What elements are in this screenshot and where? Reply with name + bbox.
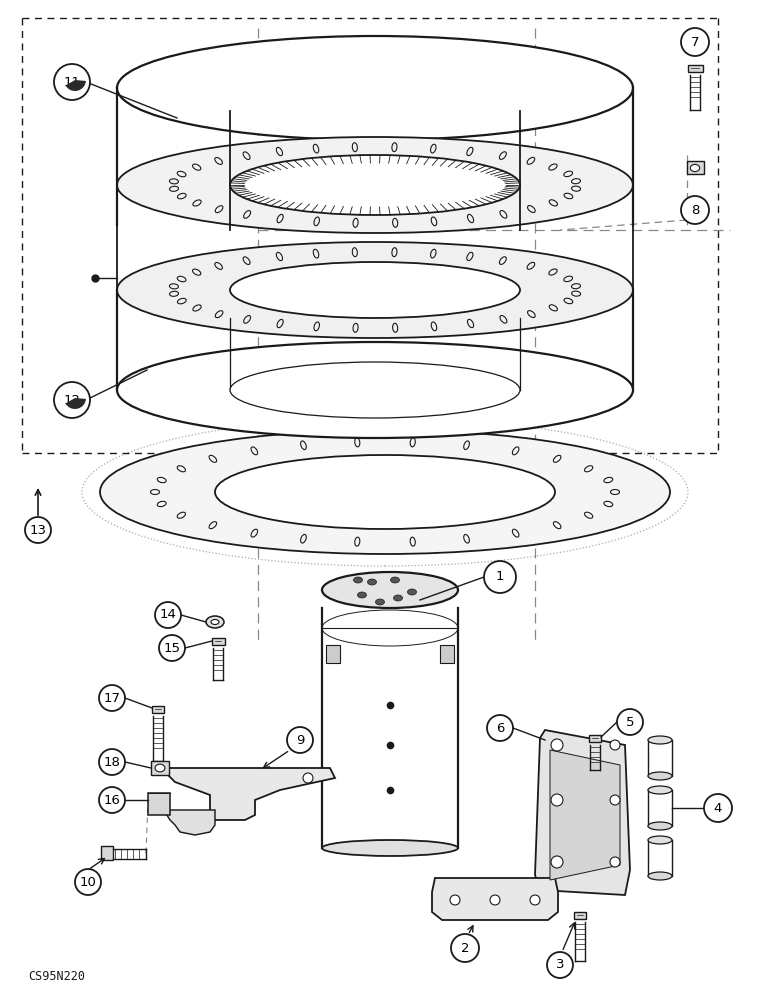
Circle shape: [75, 869, 101, 895]
Circle shape: [303, 773, 313, 783]
Ellipse shape: [155, 764, 165, 772]
Polygon shape: [550, 750, 620, 880]
Polygon shape: [165, 768, 335, 820]
Ellipse shape: [648, 872, 672, 880]
Circle shape: [155, 602, 181, 628]
Ellipse shape: [230, 155, 520, 215]
Text: 4: 4: [714, 802, 722, 814]
Text: 13: 13: [29, 524, 46, 536]
Circle shape: [551, 794, 563, 806]
FancyBboxPatch shape: [148, 793, 170, 815]
Text: 5: 5: [626, 716, 635, 728]
Circle shape: [99, 749, 125, 775]
Polygon shape: [535, 730, 630, 895]
Ellipse shape: [215, 455, 555, 529]
Ellipse shape: [648, 822, 672, 830]
Ellipse shape: [211, 619, 219, 624]
Circle shape: [551, 856, 563, 868]
Text: 15: 15: [164, 642, 181, 654]
FancyBboxPatch shape: [688, 65, 703, 72]
Text: CS95N220: CS95N220: [28, 970, 85, 982]
Bar: [440, 645, 454, 663]
Text: 14: 14: [160, 608, 177, 621]
Circle shape: [610, 740, 620, 750]
FancyBboxPatch shape: [589, 735, 601, 742]
Circle shape: [490, 895, 500, 905]
Text: 2: 2: [461, 942, 469, 954]
Ellipse shape: [100, 430, 670, 554]
Circle shape: [25, 517, 51, 543]
Ellipse shape: [394, 595, 402, 601]
Ellipse shape: [117, 242, 633, 338]
Text: 16: 16: [103, 794, 120, 806]
Circle shape: [99, 685, 125, 711]
Ellipse shape: [357, 592, 367, 598]
Circle shape: [54, 64, 90, 100]
Text: 17: 17: [103, 692, 120, 704]
Polygon shape: [165, 810, 215, 835]
Bar: [326, 645, 340, 663]
Circle shape: [99, 787, 125, 813]
Ellipse shape: [117, 342, 633, 438]
Circle shape: [551, 739, 563, 751]
Ellipse shape: [648, 786, 672, 794]
FancyBboxPatch shape: [151, 761, 169, 775]
Text: 6: 6: [496, 722, 504, 734]
Text: 9: 9: [296, 734, 304, 746]
Circle shape: [159, 635, 185, 661]
Circle shape: [704, 794, 732, 822]
FancyBboxPatch shape: [687, 161, 704, 174]
FancyBboxPatch shape: [212, 638, 225, 645]
Circle shape: [617, 709, 643, 735]
FancyBboxPatch shape: [574, 912, 586, 919]
Circle shape: [451, 934, 479, 962]
Ellipse shape: [117, 137, 633, 233]
Ellipse shape: [690, 164, 699, 172]
Wedge shape: [66, 398, 86, 409]
Text: 7: 7: [691, 35, 699, 48]
Circle shape: [54, 382, 90, 418]
FancyBboxPatch shape: [101, 846, 113, 860]
Ellipse shape: [230, 362, 520, 418]
Circle shape: [547, 952, 573, 978]
Text: 1: 1: [496, 570, 504, 584]
Ellipse shape: [322, 572, 458, 608]
Circle shape: [610, 857, 620, 867]
Text: 11: 11: [63, 76, 80, 89]
Circle shape: [530, 895, 540, 905]
Wedge shape: [66, 80, 86, 91]
Text: 3: 3: [556, 958, 564, 972]
Ellipse shape: [391, 577, 399, 583]
Ellipse shape: [367, 579, 377, 585]
Circle shape: [610, 795, 620, 805]
Ellipse shape: [322, 840, 458, 856]
Circle shape: [487, 715, 513, 741]
Text: 8: 8: [691, 204, 699, 217]
FancyBboxPatch shape: [152, 706, 164, 713]
Ellipse shape: [117, 36, 633, 140]
Ellipse shape: [648, 736, 672, 744]
Ellipse shape: [230, 262, 520, 318]
Ellipse shape: [408, 589, 417, 595]
Text: 10: 10: [80, 876, 96, 888]
Text: 18: 18: [103, 756, 120, 768]
Polygon shape: [432, 878, 558, 920]
Circle shape: [450, 895, 460, 905]
Ellipse shape: [648, 772, 672, 780]
Ellipse shape: [354, 577, 363, 583]
Circle shape: [484, 561, 516, 593]
Circle shape: [287, 727, 313, 753]
Circle shape: [681, 196, 709, 224]
Text: 12: 12: [63, 393, 80, 406]
Ellipse shape: [206, 616, 224, 628]
Ellipse shape: [648, 836, 672, 844]
Ellipse shape: [375, 599, 384, 605]
Circle shape: [681, 28, 709, 56]
